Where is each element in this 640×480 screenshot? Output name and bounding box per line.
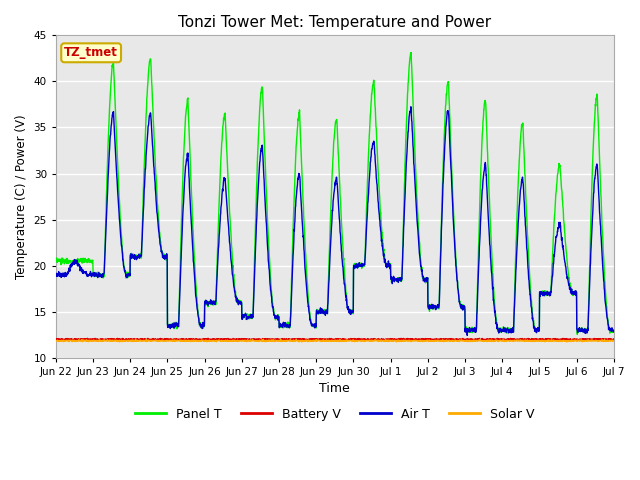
X-axis label: Time: Time — [319, 383, 350, 396]
Legend: Panel T, Battery V, Air T, Solar V: Panel T, Battery V, Air T, Solar V — [130, 403, 540, 426]
Title: Tonzi Tower Met: Temperature and Power: Tonzi Tower Met: Temperature and Power — [178, 15, 492, 30]
Y-axis label: Temperature (C) / Power (V): Temperature (C) / Power (V) — [15, 114, 28, 279]
Text: TZ_tmet: TZ_tmet — [64, 46, 118, 60]
